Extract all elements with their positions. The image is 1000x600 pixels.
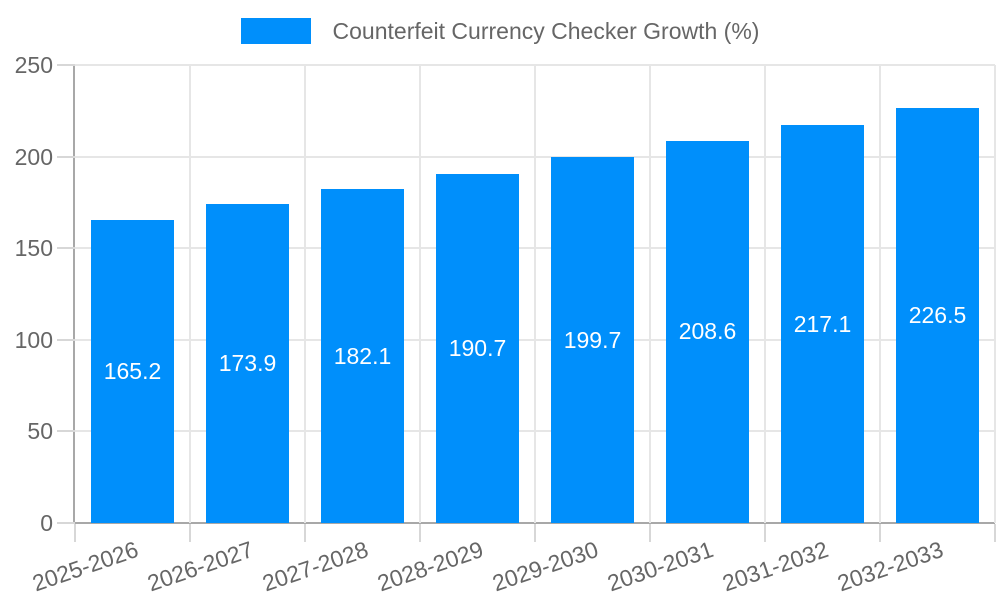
bar[interactable]: 226.5 bbox=[896, 108, 979, 523]
y-tick-label: 0 bbox=[40, 510, 53, 536]
y-tick-mark bbox=[57, 338, 75, 341]
x-gridline bbox=[419, 65, 421, 523]
x-gridline bbox=[649, 65, 651, 523]
bar[interactable]: 190.7 bbox=[436, 173, 519, 523]
y-tick-mark bbox=[57, 430, 75, 433]
x-gridline bbox=[764, 65, 766, 523]
bar-value-label: 199.7 bbox=[563, 326, 622, 353]
plot-area: 165.2 173.9 182.1 190.7 199.7 208.6 217.1 226.5 bbox=[75, 64, 996, 523]
y-tick-label: 200 bbox=[14, 143, 53, 170]
bar[interactable]: 182.1 bbox=[321, 189, 404, 523]
bar[interactable]: 165.2 bbox=[91, 220, 174, 523]
legend-item[interactable]: Counterfeit Currency Checker Growth (%) bbox=[0, 18, 1000, 44]
x-tick-label: 2030-2031 bbox=[603, 536, 716, 597]
x-tick-mark bbox=[304, 524, 306, 542]
y-tick-label: 100 bbox=[14, 326, 53, 353]
y-axis-line bbox=[73, 65, 75, 523]
x-tick-mark bbox=[994, 524, 996, 542]
bar[interactable]: 217.1 bbox=[781, 125, 864, 523]
y-tick-mark bbox=[57, 522, 75, 524]
x-tick-mark bbox=[649, 524, 651, 542]
legend-swatch bbox=[240, 18, 311, 44]
bar[interactable]: 199.7 bbox=[551, 157, 634, 523]
y-tick-label: 50 bbox=[27, 418, 53, 445]
x-tick-label: 2032-2033 bbox=[833, 536, 946, 597]
y-tick-mark bbox=[57, 64, 75, 66]
x-tick-mark bbox=[419, 524, 421, 542]
x-gridline bbox=[189, 65, 191, 523]
bar-value-label: 217.1 bbox=[793, 310, 852, 337]
y-gridline bbox=[75, 64, 995, 66]
x-gridline bbox=[304, 65, 306, 523]
x-tick-mark bbox=[189, 524, 191, 542]
bar-value-label: 182.1 bbox=[333, 342, 392, 369]
x-gridline bbox=[994, 65, 996, 523]
legend-label: Counterfeit Currency Checker Growth (%) bbox=[332, 18, 760, 44]
y-tick-label: 250 bbox=[14, 52, 53, 78]
y-tick-mark bbox=[57, 247, 75, 250]
x-tick-mark bbox=[534, 524, 536, 542]
x-tick-mark bbox=[74, 524, 76, 542]
bar-value-label: 173.9 bbox=[218, 350, 277, 377]
x-tick-label: 2025-2026 bbox=[28, 536, 141, 597]
bar-value-label: 226.5 bbox=[908, 302, 967, 329]
bar-value-label: 208.6 bbox=[678, 318, 737, 345]
bar-value-label: 165.2 bbox=[103, 358, 162, 385]
x-gridline bbox=[879, 65, 881, 523]
x-tick-mark bbox=[879, 524, 881, 542]
bar[interactable]: 208.6 bbox=[666, 140, 749, 523]
x-tick-label: 2026-2027 bbox=[143, 536, 256, 597]
y-tick-label: 150 bbox=[14, 235, 53, 262]
y-tick-mark bbox=[57, 155, 75, 158]
x-tick-mark bbox=[764, 524, 766, 542]
x-tick-label: 2027-2028 bbox=[258, 536, 371, 597]
x-tick-label: 2028-2029 bbox=[373, 536, 486, 597]
x-gridline bbox=[534, 65, 536, 523]
bar-value-label: 190.7 bbox=[448, 334, 507, 361]
x-axis-line bbox=[73, 522, 995, 524]
x-tick-label: 2031-2032 bbox=[718, 536, 831, 597]
x-tick-label: 2029-2030 bbox=[488, 536, 601, 597]
bar[interactable]: 173.9 bbox=[206, 204, 289, 523]
